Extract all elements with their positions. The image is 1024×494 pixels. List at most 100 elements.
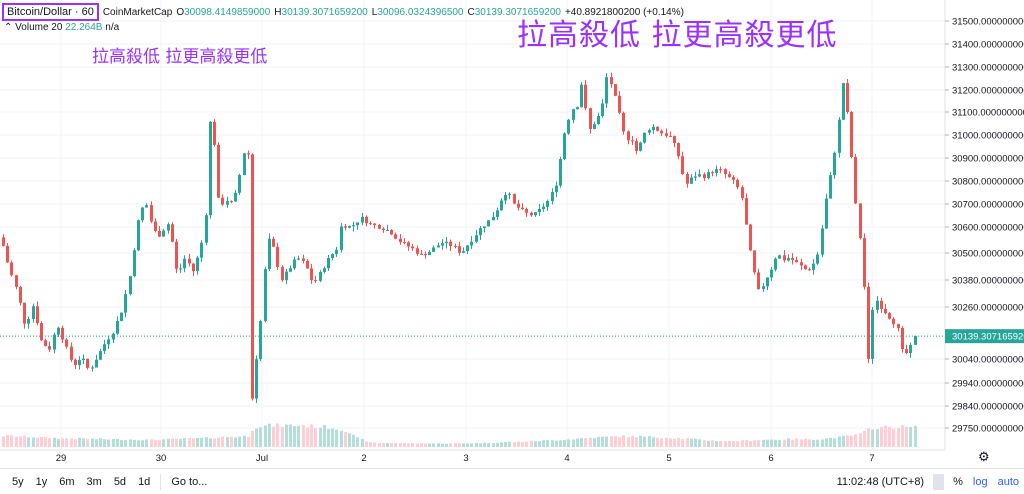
candle-body [44, 340, 47, 347]
candle-body [745, 198, 748, 225]
volume-bar [555, 440, 558, 447]
candle-body [880, 300, 883, 309]
volume-bar [694, 438, 697, 447]
volume-bar [281, 426, 284, 447]
range-3m[interactable]: 3m [86, 475, 102, 488]
range-5y[interactable]: 5y [12, 475, 24, 488]
candle-body [205, 215, 208, 243]
volume-bar [741, 440, 744, 447]
candle-body [681, 156, 684, 175]
candle-body [188, 258, 191, 264]
candle-body [871, 309, 874, 359]
volume-bar [40, 436, 43, 447]
volume-bar [15, 436, 18, 447]
candle-body [437, 245, 440, 248]
volume-bar [154, 439, 157, 447]
candle-body [563, 133, 566, 159]
candle-body [715, 169, 718, 174]
volume-legend: ⌃ Volume 20 22.264B n/a [4, 22, 119, 33]
price-tick-label: 30040.0000000000 [952, 355, 1024, 366]
chevron-up-icon[interactable]: ⌃ [4, 22, 13, 33]
overlay-text-large: 拉高殺低 拉更高殺更低 [517, 18, 838, 53]
volume-bar [221, 436, 224, 447]
volume-bar [352, 434, 355, 447]
candle-body [243, 153, 246, 175]
candle-body [192, 263, 195, 272]
candle-body [449, 241, 452, 246]
candle-body [774, 258, 777, 270]
auto-toggle[interactable]: auto [997, 475, 1019, 488]
volume-bar [762, 439, 765, 447]
volume-bar [95, 439, 98, 447]
volume-bar [850, 435, 853, 447]
volume-bar [576, 438, 579, 447]
candle-body [694, 176, 697, 178]
volume-bar [158, 440, 161, 447]
range-1d[interactable]: 1d [138, 475, 151, 488]
clock-time[interactable]: 11:02:48 (UTC+8) [836, 475, 925, 488]
candle-body [605, 77, 608, 104]
volume-bar [251, 430, 254, 447]
time-tick-label: 29 [56, 453, 67, 464]
chart-canvas[interactable]: 29750.0000000000 29840.0000000000 29940.00… [0, 0, 1024, 468]
candle-body [255, 359, 258, 399]
price-tick-label: 31100.0000000000 [952, 108, 1024, 119]
candle-body [635, 140, 638, 151]
candle-body [707, 172, 710, 179]
candle-body [618, 95, 621, 113]
volume-bar [416, 443, 419, 447]
volume-bar [386, 443, 389, 447]
volume-bar [538, 441, 541, 447]
range-1y[interactable]: 1y [35, 475, 48, 488]
time-axis[interactable]: 29 30 Jul 2 3 4 5 6 7 [0, 449, 945, 464]
gear-icon[interactable]: ⚙ [978, 449, 990, 464]
volume-bar [424, 443, 427, 447]
price-tick-label: 30800.0000000000 [952, 177, 1024, 188]
candle-body [838, 119, 841, 153]
volume-bar [854, 434, 857, 447]
goto-button[interactable]: Go to... [171, 475, 208, 488]
time-tick-label: 7 [869, 453, 874, 464]
candle-body [859, 203, 862, 239]
price-tick-label: 31500.0000000000 [952, 17, 1024, 28]
percent-toggle[interactable]: % [953, 475, 963, 488]
volume-bar [833, 438, 836, 447]
volume-bar [681, 438, 684, 447]
candle-body [70, 346, 73, 360]
log-toggle[interactable]: log [972, 475, 988, 488]
candle-body [686, 174, 689, 184]
volume-bar [492, 443, 495, 447]
price-tick-label: 30380.0000000000 [952, 276, 1024, 287]
volume-bar [167, 438, 170, 447]
candle-body [183, 258, 186, 269]
candle-body [314, 280, 317, 282]
candle-body [572, 109, 575, 120]
candle-body [466, 245, 469, 252]
volume-bar [348, 433, 351, 447]
candle-body [462, 251, 465, 253]
candle-body [327, 258, 330, 269]
volume-bar [420, 443, 423, 447]
volume-bar [563, 440, 566, 447]
volume-bar [74, 439, 77, 447]
candle-body [285, 271, 288, 281]
range-6m[interactable]: 6m [59, 475, 75, 488]
volume-bar [863, 430, 866, 447]
volume-bar [643, 436, 646, 447]
candle-body [390, 229, 393, 235]
candle-body [386, 229, 389, 231]
candle-body [778, 255, 781, 259]
volume-bar [876, 429, 879, 447]
volume-bar [513, 442, 516, 447]
volume-bar [816, 439, 819, 447]
candle-body [323, 268, 326, 272]
price-axis[interactable]: 29750.0000000000 29840.0000000000 29940.00… [944, 0, 1024, 450]
candle-body [724, 169, 727, 175]
volume-bar [892, 428, 895, 447]
symbol-label[interactable]: Bitcoin/Dollar · 60 [2, 3, 99, 21]
volume-bar [745, 440, 748, 447]
range-5d[interactable]: 5d [113, 475, 127, 488]
volume-bar [145, 439, 148, 447]
time-tick-label: 6 [768, 453, 773, 464]
volume-bar [707, 440, 710, 447]
